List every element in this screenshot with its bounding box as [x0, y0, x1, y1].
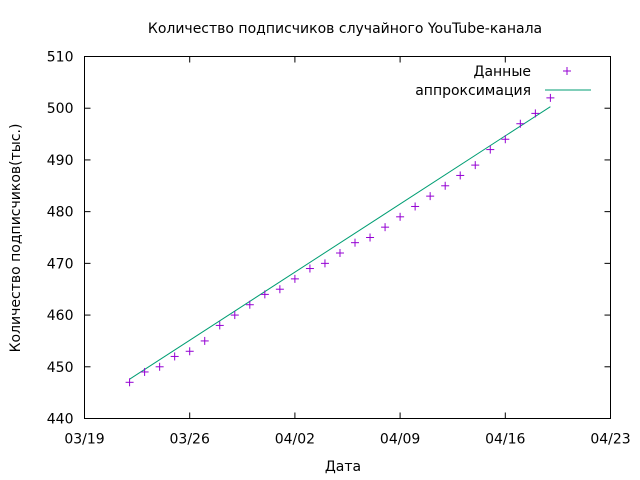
x-tick-label: 04/02: [275, 432, 315, 448]
data-point: [351, 238, 360, 247]
data-point: [200, 336, 209, 345]
data-point: [260, 290, 269, 299]
x-tick-label: 04/23: [590, 432, 630, 448]
y-tick-label: 480: [47, 205, 74, 221]
data-point: [185, 347, 194, 356]
data-point: [215, 321, 224, 330]
legend: Данные аппроксимация: [415, 64, 591, 99]
y-tick-label: 470: [47, 256, 74, 272]
legend-marker-symbol: [563, 67, 571, 75]
x-axis-label: Дата: [325, 459, 361, 475]
data-point: [381, 223, 390, 232]
data-point: [290, 274, 299, 283]
series-layer: [125, 93, 555, 387]
fit-line: [129, 106, 551, 380]
legend-label-fit: аппроксимация: [415, 83, 531, 99]
data-point: [396, 212, 405, 221]
y-tick-label: 500: [47, 101, 74, 117]
data-point: [441, 181, 450, 190]
data-point: [245, 300, 254, 309]
data-point: [275, 285, 284, 294]
x-axis: 03/19 03/26 04/02 04/09 04/16 04/23: [64, 56, 631, 448]
data-point: [516, 119, 525, 128]
data-point: [305, 264, 314, 273]
data-point: [140, 367, 149, 376]
y-tick-label: 490: [47, 153, 74, 169]
y-tick-label: 460: [47, 308, 74, 324]
x-tick-label: 03/26: [170, 432, 210, 448]
y-tick-label: 440: [47, 412, 74, 428]
data-point: [230, 311, 239, 320]
legend-label-data: Данные: [474, 64, 532, 80]
x-tick-label: 03/19: [64, 432, 104, 448]
x-tick-label: 04/16: [485, 432, 525, 448]
data-point: [335, 249, 344, 258]
data-point: [546, 93, 555, 102]
y-tick-label: 510: [47, 50, 74, 66]
legend-marker-plus: [563, 67, 571, 75]
data-point: [366, 233, 375, 242]
data-point: [426, 192, 435, 201]
data-point: [170, 352, 179, 361]
data-point: [471, 161, 480, 170]
data-point: [456, 171, 465, 180]
data-point: [155, 362, 164, 371]
data-point: [320, 259, 329, 268]
plot-frame: [84, 56, 611, 419]
chart-title: Количество подписчиков случайного YouTub…: [148, 21, 542, 37]
y-axis-label: Количество подписчиков(тыс.): [8, 124, 24, 353]
y-tick-label: 450: [47, 360, 74, 376]
y-axis: 440 450 460 470 480 490 500 510: [47, 50, 611, 428]
x-tick-label: 04/09: [380, 432, 420, 448]
data-point: [486, 145, 495, 154]
data-point: [411, 202, 420, 211]
data-point: [125, 378, 134, 387]
data-point: [501, 135, 510, 144]
data-point: [531, 109, 540, 118]
